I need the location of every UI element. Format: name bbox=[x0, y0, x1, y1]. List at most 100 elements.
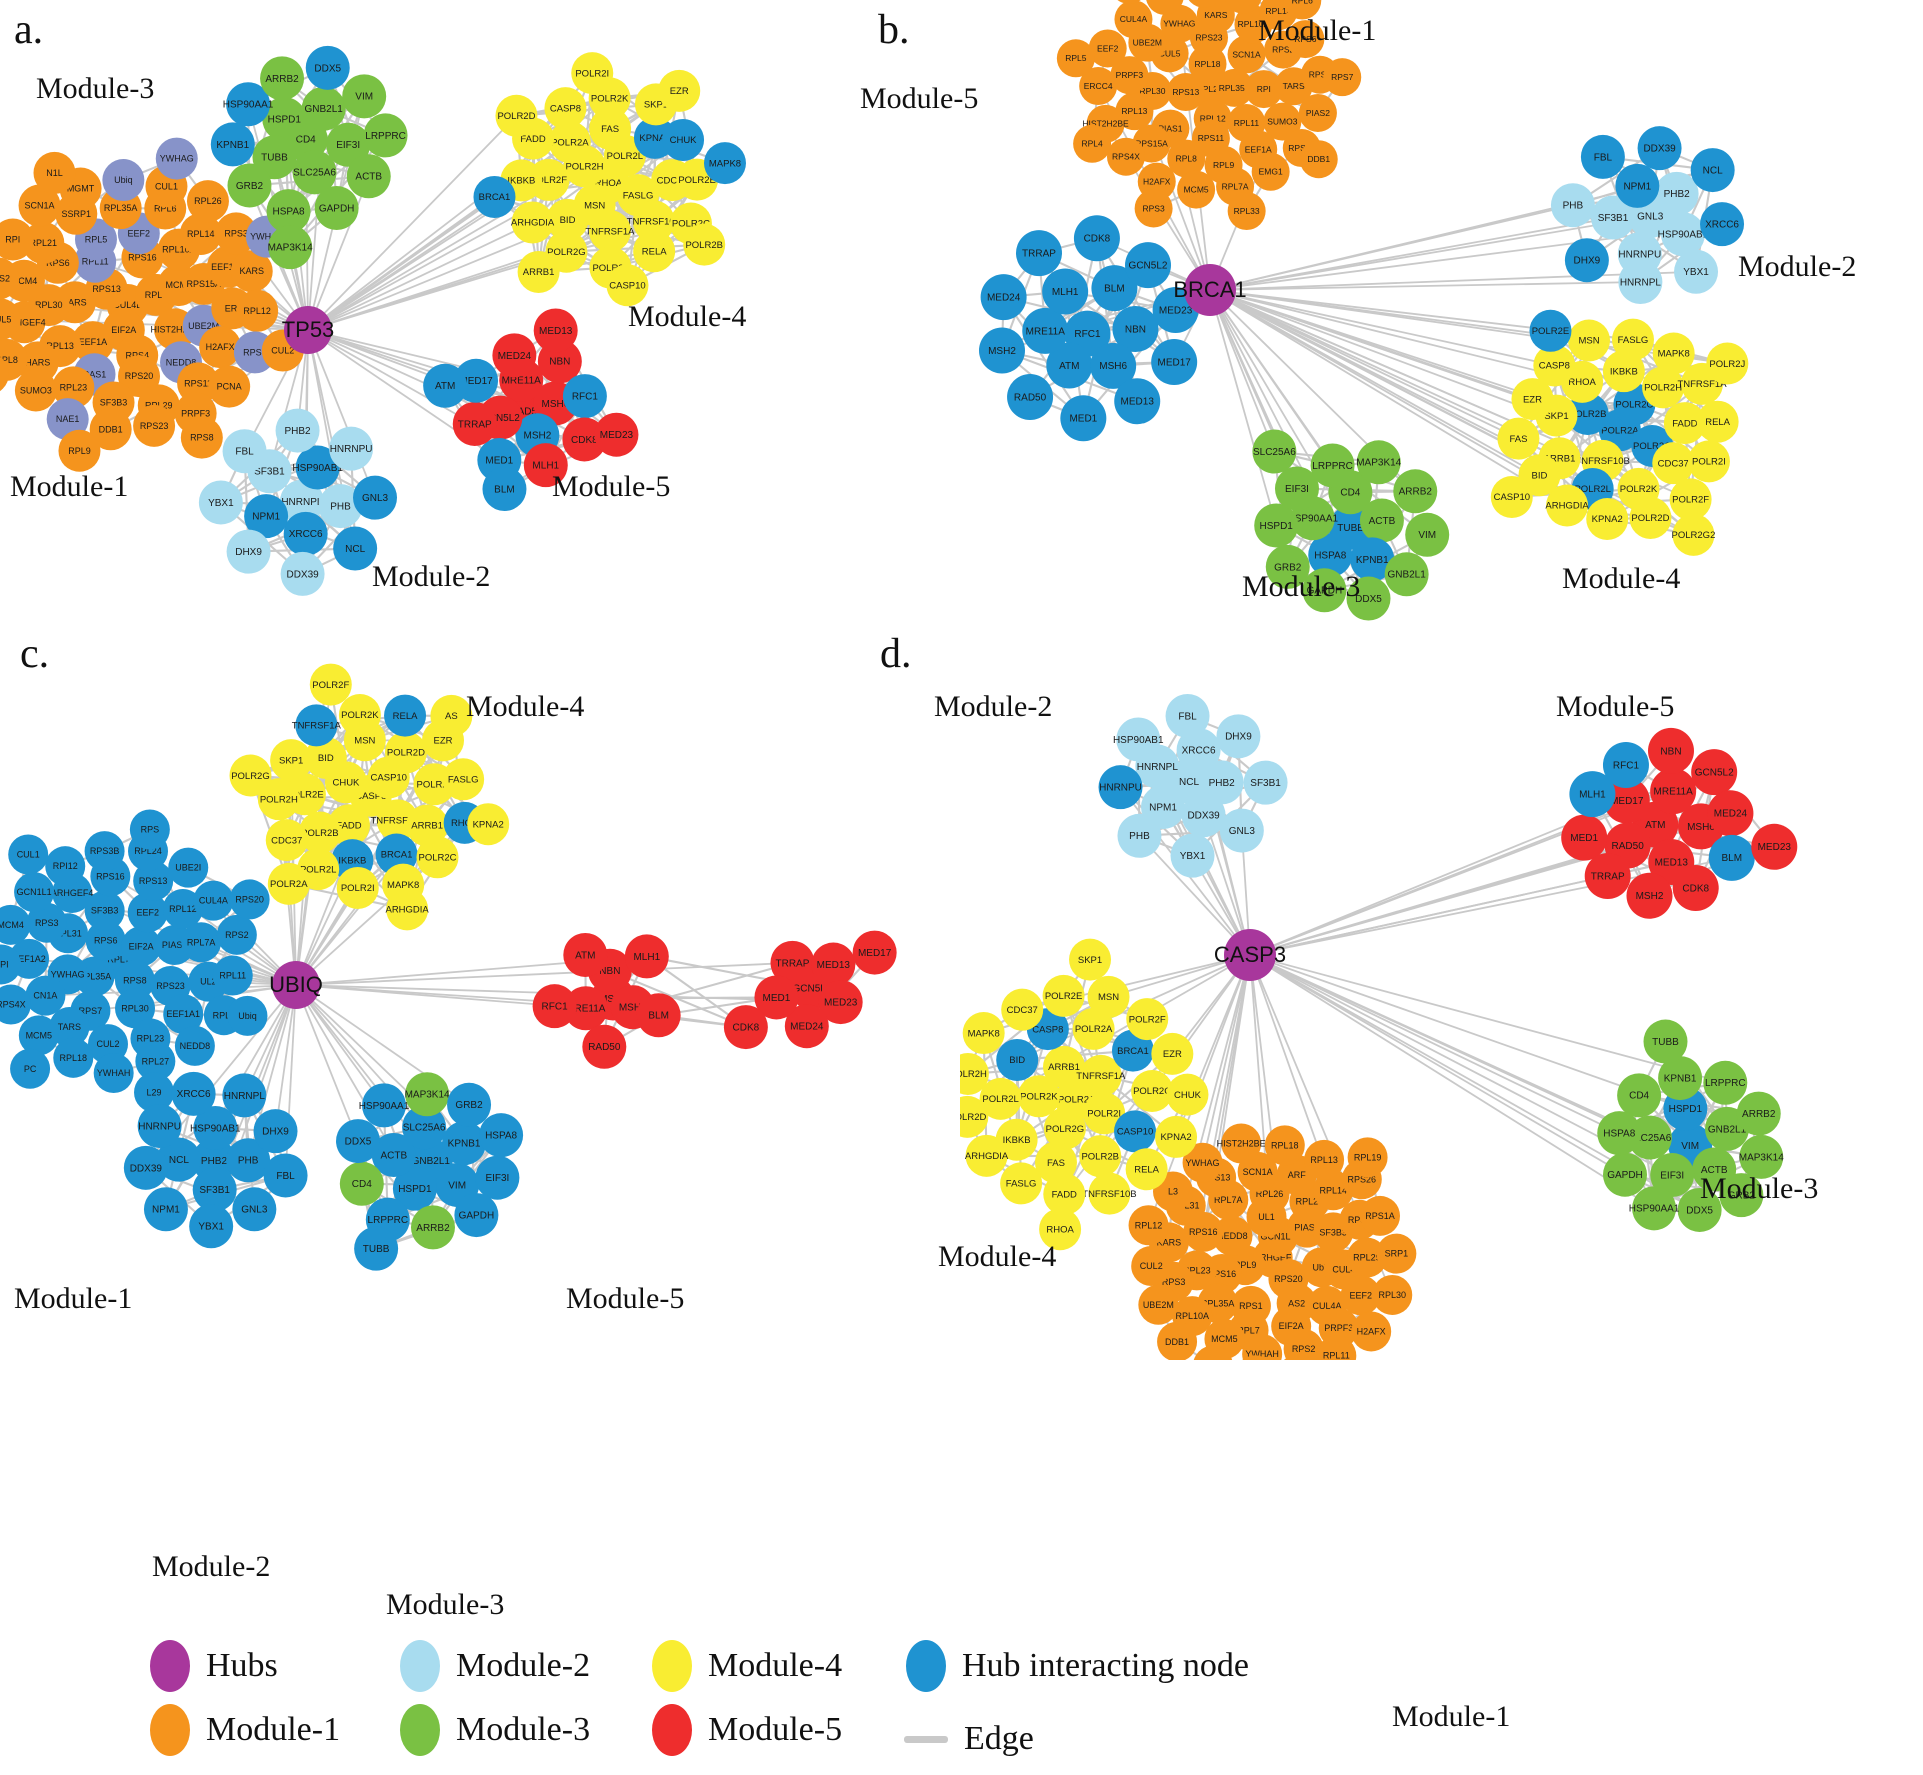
network-node[interactable] bbox=[1372, 1274, 1413, 1315]
network-node[interactable] bbox=[571, 52, 614, 95]
network-node[interactable] bbox=[84, 890, 125, 931]
network-node[interactable] bbox=[1703, 1060, 1748, 1105]
network-node[interactable] bbox=[1597, 1111, 1642, 1156]
network-node[interactable] bbox=[1193, 1345, 1233, 1360]
network-node[interactable] bbox=[353, 475, 398, 520]
network-node[interactable] bbox=[133, 404, 176, 447]
network-node[interactable] bbox=[1719, 1173, 1764, 1218]
network-node[interactable] bbox=[338, 693, 381, 736]
network-node[interactable] bbox=[168, 847, 209, 888]
network-node[interactable] bbox=[199, 326, 242, 369]
network-node[interactable] bbox=[1235, 1355, 1275, 1360]
network-node[interactable] bbox=[1090, 342, 1137, 389]
network-node[interactable] bbox=[1591, 195, 1636, 240]
network-node[interactable] bbox=[342, 74, 387, 119]
network-node[interactable] bbox=[633, 230, 676, 273]
network-node[interactable] bbox=[582, 1024, 627, 1069]
network-node[interactable] bbox=[1251, 152, 1290, 191]
network-node[interactable] bbox=[263, 1153, 308, 1198]
network-node[interactable] bbox=[1546, 484, 1589, 527]
network-node[interactable] bbox=[1167, 139, 1206, 178]
network-node[interactable] bbox=[253, 1109, 298, 1154]
network-node[interactable] bbox=[658, 69, 701, 112]
network-node[interactable] bbox=[260, 56, 305, 101]
network-node[interactable] bbox=[1166, 73, 1205, 112]
network-node[interactable] bbox=[1286, 20, 1325, 59]
network-node[interactable] bbox=[1323, 58, 1362, 97]
network-node[interactable] bbox=[1647, 727, 1694, 774]
network-node[interactable] bbox=[1034, 1141, 1077, 1184]
network-node[interactable] bbox=[452, 401, 497, 446]
network-node[interactable] bbox=[1079, 1135, 1122, 1178]
network-node[interactable] bbox=[1079, 1054, 1122, 1097]
network-node[interactable] bbox=[181, 922, 222, 963]
network-node[interactable] bbox=[492, 333, 537, 378]
network-node[interactable] bbox=[811, 942, 856, 987]
network-node[interactable] bbox=[0, 353, 9, 395]
network-node[interactable] bbox=[1160, 4, 1199, 43]
network-node[interactable] bbox=[14, 369, 57, 412]
network-node[interactable] bbox=[1511, 378, 1554, 421]
network-node[interactable] bbox=[1346, 1237, 1387, 1278]
network-node[interactable] bbox=[1170, 833, 1215, 878]
network-node[interactable] bbox=[1114, 1110, 1157, 1153]
network-node[interactable] bbox=[1566, 392, 1609, 435]
network-node[interactable] bbox=[222, 429, 267, 474]
network-node[interactable] bbox=[818, 980, 863, 1025]
network-node[interactable] bbox=[22, 221, 65, 264]
network-node[interactable] bbox=[1629, 496, 1672, 539]
network-node[interactable] bbox=[270, 739, 313, 782]
network-node[interactable] bbox=[1739, 1134, 1784, 1179]
network-node[interactable] bbox=[1069, 938, 1112, 981]
network-node[interactable] bbox=[266, 189, 311, 234]
network-node[interactable] bbox=[1677, 1187, 1722, 1232]
network-node[interactable] bbox=[0, 904, 31, 945]
network-node[interactable] bbox=[384, 694, 427, 737]
network-node[interactable] bbox=[636, 993, 681, 1038]
network-node[interactable] bbox=[548, 121, 591, 164]
network-node[interactable] bbox=[1110, 56, 1149, 95]
network-node[interactable] bbox=[1561, 814, 1608, 861]
network-node[interactable] bbox=[162, 888, 203, 929]
network-node[interactable] bbox=[1602, 350, 1645, 393]
network-node[interactable] bbox=[1073, 124, 1112, 163]
network-node[interactable] bbox=[533, 308, 578, 353]
network-node[interactable] bbox=[589, 107, 632, 150]
hub-node[interactable] bbox=[1224, 929, 1276, 981]
network-node[interactable] bbox=[1359, 498, 1404, 543]
network-node[interactable] bbox=[442, 758, 485, 801]
network-node[interactable] bbox=[1356, 440, 1401, 485]
network-node[interactable] bbox=[192, 1167, 237, 1212]
network-node[interactable] bbox=[511, 201, 554, 244]
network-node[interactable] bbox=[1157, 1321, 1198, 1360]
network-node[interactable] bbox=[1088, 29, 1127, 68]
network-node[interactable] bbox=[1586, 497, 1629, 540]
network-node[interactable] bbox=[1126, 998, 1169, 1041]
network-node[interactable] bbox=[115, 988, 156, 1029]
network-node[interactable] bbox=[1736, 1091, 1781, 1136]
network-node[interactable] bbox=[354, 1226, 399, 1271]
network-node[interactable] bbox=[1304, 1139, 1345, 1180]
network-node[interactable] bbox=[454, 1193, 499, 1238]
network-node[interactable] bbox=[1056, 39, 1095, 78]
network-node[interactable] bbox=[1637, 126, 1682, 171]
network-node[interactable] bbox=[1091, 265, 1138, 312]
network-node[interactable] bbox=[683, 223, 726, 266]
network-node[interactable] bbox=[244, 494, 289, 539]
network-node[interactable] bbox=[1043, 1173, 1086, 1216]
network-node[interactable] bbox=[0, 218, 34, 261]
network-node[interactable] bbox=[0, 944, 22, 985]
network-node[interactable] bbox=[1564, 238, 1609, 283]
network-node[interactable] bbox=[979, 327, 1026, 374]
network-node[interactable] bbox=[1125, 1148, 1168, 1191]
network-node[interactable] bbox=[1602, 741, 1649, 788]
network-node[interactable] bbox=[1116, 717, 1161, 762]
network-node[interactable] bbox=[563, 986, 608, 1031]
network-node[interactable] bbox=[386, 888, 429, 931]
network-node[interactable] bbox=[143, 1187, 188, 1232]
network-node[interactable] bbox=[1700, 202, 1745, 247]
network-node[interactable] bbox=[1654, 171, 1699, 216]
network-node[interactable] bbox=[1221, 1123, 1262, 1164]
network-node[interactable] bbox=[770, 940, 815, 985]
network-node[interactable] bbox=[1176, 728, 1221, 773]
